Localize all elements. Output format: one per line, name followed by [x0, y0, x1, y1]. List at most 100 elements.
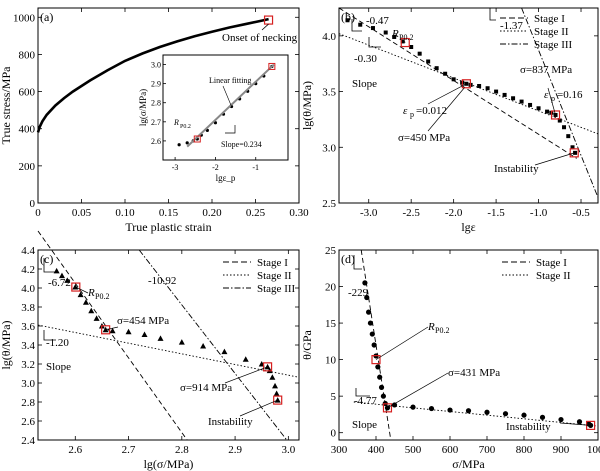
data-point: [200, 342, 207, 349]
x-tick-label: 1000: [587, 444, 600, 456]
data-point: [64, 277, 71, 283]
data-point: [378, 384, 385, 390]
legend-entry: Stage II: [536, 270, 571, 282]
annotation-leader: [105, 326, 119, 331]
highlight-marker: [262, 362, 273, 372]
y-axis-label: lg(θ/MPa): [0, 320, 13, 369]
y-tick-label: 200: [19, 161, 36, 173]
annotation: σ=431 MPa: [448, 367, 500, 379]
annotation: P0.2: [435, 326, 449, 335]
data-point: [364, 294, 370, 301]
data-point: [428, 405, 435, 412]
panel-label: (b): [341, 10, 355, 24]
y-tick-label: 4.0: [322, 31, 336, 43]
annotation: =0.012: [416, 105, 447, 117]
data-point: [570, 145, 575, 150]
y-tick-label: 3.0: [21, 378, 35, 390]
y-tick-label: 2.8: [21, 397, 35, 409]
data-point: [157, 335, 164, 341]
data-point: [77, 291, 84, 298]
inset-data-point: [185, 141, 189, 145]
annotation: R: [391, 28, 399, 40]
x-tick-label: 500: [405, 444, 422, 456]
data-point: [426, 59, 431, 64]
x-tick-label: 600: [442, 444, 459, 456]
annotation: σ=454 MPa: [117, 315, 169, 327]
data-point: [434, 66, 439, 71]
annotation-leader: [427, 87, 465, 132]
highlight-marker: [382, 403, 393, 413]
highlight-marker: [550, 110, 561, 120]
annotation: ε: [403, 105, 408, 117]
annotation: Slope: [352, 419, 377, 431]
data-point: [58, 272, 65, 279]
x-tick-label: 0.20: [202, 207, 222, 219]
highlight-marker: [71, 282, 81, 292]
x-tick-label: 0.15: [159, 207, 179, 219]
panel-label: (c): [40, 252, 53, 266]
y-tick-label: 15: [325, 318, 337, 330]
inset-fit-label: Linear fitting: [209, 76, 251, 85]
annotation-leader: [387, 372, 449, 409]
annotation: p: [551, 94, 555, 103]
annotation: Instability: [506, 421, 551, 433]
y-tick-label: 0: [30, 198, 36, 210]
legend-entry: Stage I: [534, 13, 565, 25]
annotation-leader: [547, 87, 556, 116]
y-tick-label: 4.0: [21, 283, 35, 295]
inset-y-tick-label: 2.8: [151, 99, 161, 108]
y-tick-label: 400: [19, 124, 36, 136]
annotation: -1.37: [500, 20, 523, 32]
inset-x-tick-label: -2: [212, 163, 219, 172]
data-point: [273, 390, 280, 396]
data-point: [545, 109, 550, 114]
annotation-leader: [224, 366, 268, 384]
slope-triangle: [489, 8, 496, 21]
data-point: [221, 348, 228, 355]
annotation: -0.47: [366, 15, 389, 27]
annotation-leader: [239, 399, 278, 417]
data-point: [370, 26, 375, 31]
annotation-leader: [261, 23, 269, 31]
inset-y-tick-label: 2.9: [151, 80, 161, 89]
data-point: [410, 404, 416, 410]
data-point: [566, 134, 571, 139]
annotation: R: [87, 287, 95, 299]
legend-entry: Stage III: [257, 283, 296, 295]
annotation: -10.92: [148, 275, 176, 287]
inset-slope-label: Slope=0.234: [221, 140, 262, 149]
annotation-leader: [222, 85, 232, 107]
y-tick-label: 25: [325, 245, 337, 257]
y-axis-label: True stress/MPa: [0, 66, 13, 145]
data-point: [93, 315, 100, 321]
y-tick-label: 0: [331, 428, 337, 440]
y-tick-label: 800: [19, 49, 36, 61]
data-point: [477, 84, 482, 88]
x-tick-label: 0.10: [115, 207, 135, 219]
data-point: [264, 363, 271, 370]
x-tick-label: -2.0: [445, 207, 463, 219]
annotation-leader: [427, 83, 467, 105]
data-point: [519, 99, 524, 104]
inset-data-point: [177, 143, 181, 147]
x-tick-label: 900: [553, 444, 570, 456]
y-tick-label: 4.4: [21, 245, 35, 257]
plot-frame: [338, 7, 599, 204]
x-tick-label: 0: [35, 207, 41, 219]
x-tick-label: 2.8: [175, 444, 189, 456]
data-point: [391, 402, 398, 408]
data-point: [484, 409, 490, 415]
inset-x-label: lgε_p: [216, 173, 236, 183]
annotation-leader: [559, 422, 591, 426]
data-point: [369, 331, 375, 337]
annotation: =0.16: [557, 89, 583, 101]
y-tick-label: 2.4: [21, 435, 35, 447]
data-point: [269, 374, 276, 380]
y-tick-label: 1000: [13, 12, 36, 24]
data-point: [72, 284, 79, 290]
x-axis-label: lg(σ/MPa): [144, 457, 194, 471]
data-point: [345, 18, 350, 23]
inset-x-tick-label: -1: [252, 163, 259, 172]
data-point: [362, 280, 368, 286]
